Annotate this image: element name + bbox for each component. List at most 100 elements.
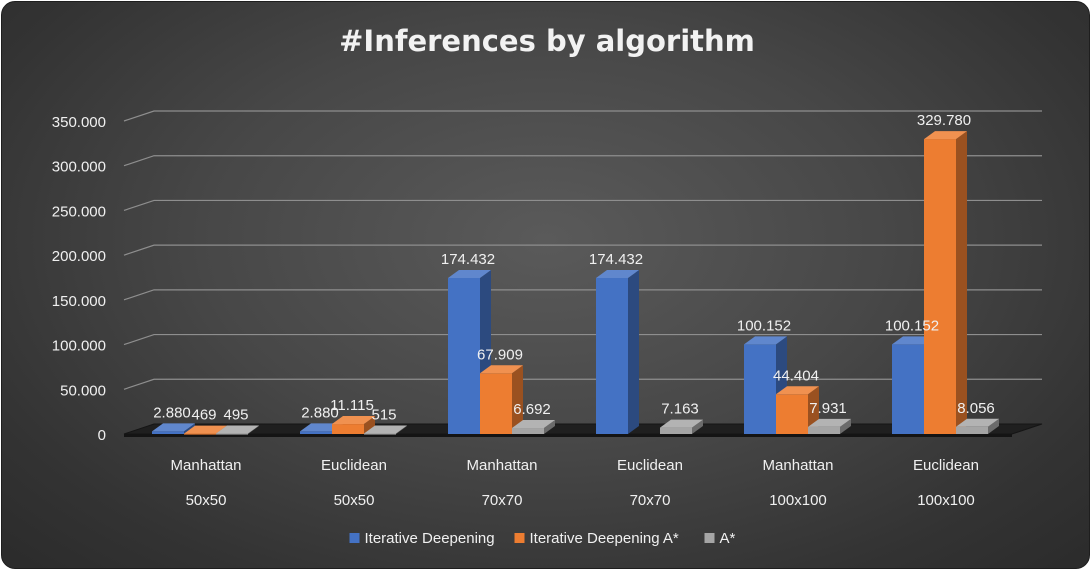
- data-label: 7.163: [661, 401, 699, 418]
- gridline: [123, 244, 1042, 256]
- y-tick-label: 100.000: [52, 338, 106, 355]
- bar: [660, 419, 703, 434]
- gridline: [123, 110, 1042, 122]
- bar-front: [956, 426, 988, 434]
- bar-side: [512, 365, 523, 434]
- bar-top: [744, 336, 787, 345]
- bar-front: [480, 373, 512, 434]
- legend-item: A*: [704, 530, 736, 547]
- data-label: 7.931: [809, 400, 847, 417]
- bar: [924, 131, 967, 434]
- gridline: [123, 333, 1042, 346]
- legend-label: Iterative Deepening A*: [530, 530, 679, 547]
- data-label: 174.432: [441, 251, 495, 268]
- y-tick-label: 0: [98, 427, 106, 444]
- bar-side: [840, 418, 851, 434]
- bar-front: [364, 433, 396, 435]
- bar: [512, 420, 555, 434]
- data-label: 11.115: [330, 397, 374, 414]
- bar-top: [512, 420, 555, 429]
- bar-top: [660, 419, 703, 428]
- legend-swatch: [349, 533, 360, 543]
- y-tick-label: 250.000: [52, 203, 106, 220]
- bar: [364, 425, 407, 435]
- bars: [152, 131, 999, 435]
- bar-top: [448, 270, 491, 279]
- category-label: Manhattan: [467, 457, 538, 474]
- legend: Iterative Deepening Iterative Deepening A…: [349, 530, 736, 547]
- data-label: 100.152: [737, 317, 791, 334]
- category-label: 100x100: [917, 492, 975, 509]
- bar-side: [692, 419, 703, 434]
- chart-title: #Inferences by algorithm: [339, 24, 755, 58]
- data-label: 2.880: [153, 404, 191, 421]
- legend-item: Iterative Deepening: [349, 530, 495, 547]
- bar-front: [216, 433, 248, 435]
- bar-side: [248, 425, 259, 434]
- bar: [596, 270, 639, 434]
- data-label: 8.056: [957, 400, 995, 417]
- bar-side: [956, 131, 967, 434]
- bar-side: [184, 423, 195, 434]
- gridline: [123, 289, 1042, 301]
- data-label: 44.404: [773, 367, 819, 384]
- gridlines: [123, 110, 1042, 390]
- legend-label: Iterative Deepening: [365, 530, 495, 547]
- data-label: 174.432: [589, 251, 643, 268]
- category-label: Euclidean: [913, 457, 979, 474]
- category-label: 50x50: [186, 492, 227, 509]
- category-label: Manhattan: [171, 457, 242, 474]
- bar-side: [544, 420, 555, 434]
- bar-front: [924, 139, 956, 434]
- bar-top: [596, 270, 639, 279]
- bar-side: [396, 425, 407, 434]
- bar: [332, 416, 375, 434]
- category-label: 100x100: [769, 492, 827, 509]
- data-label: 329.780: [917, 112, 971, 129]
- bar-front: [448, 278, 480, 434]
- bar: [956, 418, 999, 434]
- y-tick-label: 350.000: [52, 114, 106, 131]
- bar-top: [956, 418, 999, 427]
- data-label: 2.880: [301, 404, 339, 421]
- category-label: Manhattan: [763, 457, 834, 474]
- legend-swatch: [514, 533, 525, 543]
- x-axis: Manhattan 50x50 Euclidean 50x50 Manhattan 70x…: [171, 457, 979, 509]
- data-label: 515: [371, 407, 396, 424]
- y-tick-label: 50.000: [60, 382, 106, 399]
- bar-top: [332, 416, 375, 425]
- bar-front: [512, 428, 544, 434]
- bar: [216, 425, 259, 435]
- data-label: 67.909: [477, 346, 523, 363]
- y-tick-label: 150.000: [52, 293, 106, 310]
- bar-side: [628, 270, 639, 434]
- legend-label: A*: [720, 530, 736, 547]
- bar-side: [364, 416, 375, 434]
- bar-top: [184, 425, 227, 434]
- bar-front: [152, 431, 184, 434]
- category-label: 70x70: [630, 492, 671, 509]
- bar-front: [660, 427, 692, 434]
- category-label: Euclidean: [321, 457, 387, 474]
- gridline: [123, 155, 1042, 167]
- category-label: Euclidean: [617, 457, 683, 474]
- bar-top: [776, 386, 819, 395]
- bar: [152, 423, 195, 434]
- data-label: 100.152: [885, 317, 939, 334]
- bar: [808, 418, 851, 434]
- bar-front: [332, 424, 364, 434]
- bar-front: [808, 426, 840, 434]
- floor-edge: [124, 434, 1012, 437]
- data-label: 469: [191, 407, 216, 424]
- bar-front: [300, 431, 332, 434]
- bar-top: [152, 423, 195, 432]
- y-axis: 0 50.000 100.000 150.000 200.000 250.000 300.0…: [52, 114, 106, 444]
- bar-front: [596, 278, 628, 434]
- category-label: 70x70: [482, 492, 523, 509]
- bar-side: [988, 418, 999, 434]
- bar-top: [808, 418, 851, 427]
- data-label: 6.692: [513, 401, 551, 418]
- bar-top: [216, 425, 259, 434]
